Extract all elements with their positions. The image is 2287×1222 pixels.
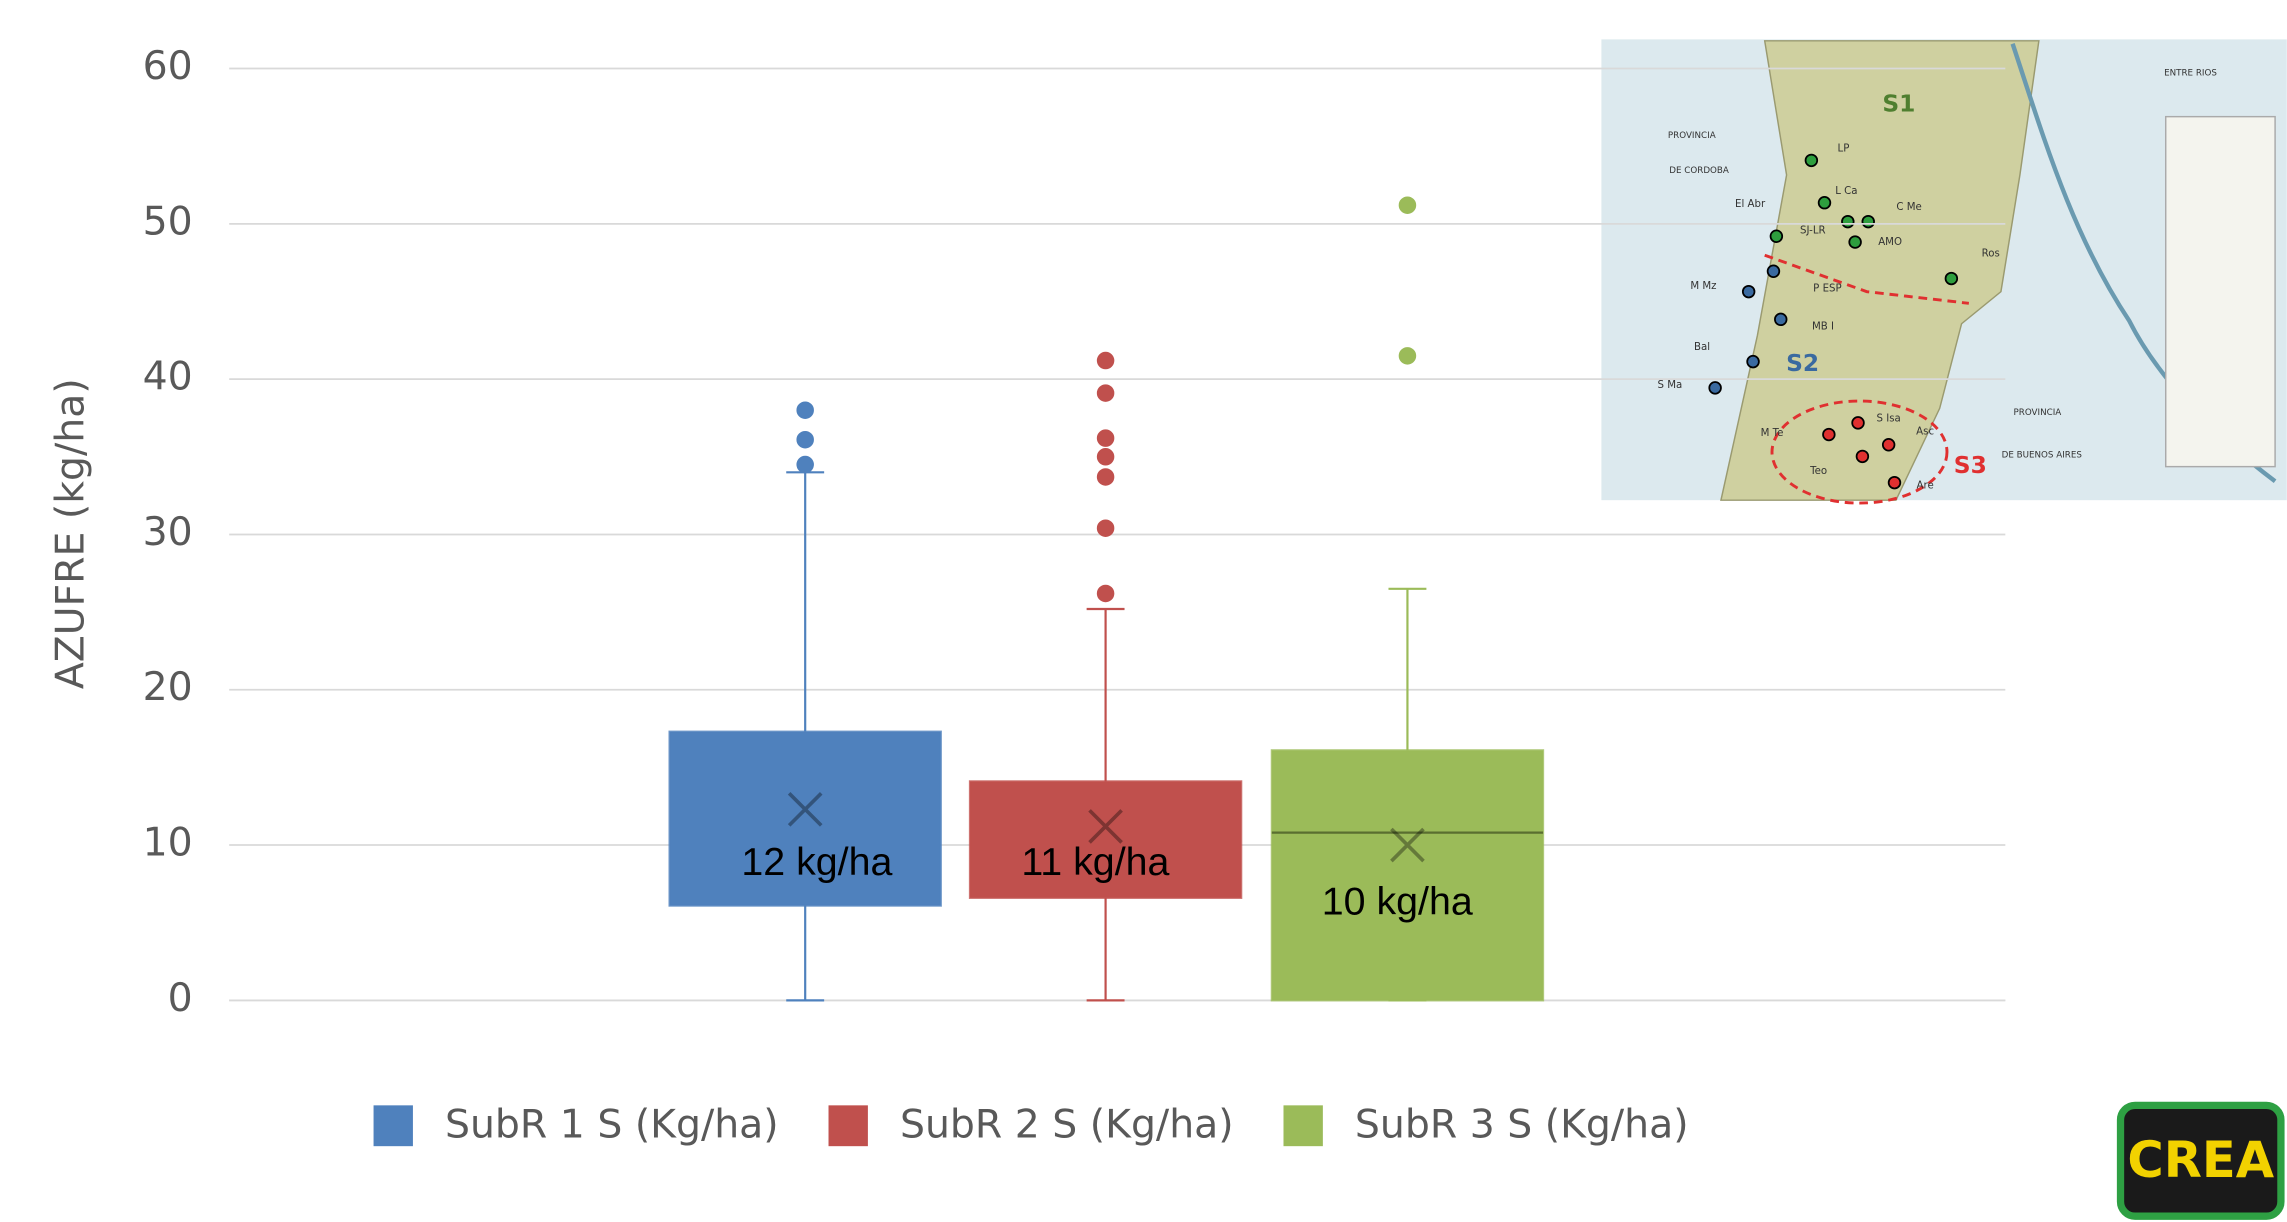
logo-text: CREA [2127,1131,2274,1189]
logo: CREA [2121,1105,2281,1216]
map-site [1806,155,1818,167]
map-label: Ros [1982,249,2000,260]
map-inset [2166,117,2275,467]
mean-label: 10 kg/ha [1322,880,1473,924]
legend-label: SubR 3 S (Kg/ha) [1355,1102,1689,1148]
map-label: Asc [1916,427,1934,438]
map-label: DE BUENOS AIRES [2002,450,2083,460]
y-tick-label: 30 [143,509,193,555]
outlier [1098,585,1114,601]
y-tick-label: 10 [143,820,193,866]
map-label: M Mz [1690,281,1716,292]
map-label: S2 [1786,349,1819,377]
outlier [797,402,813,418]
map-label: P ESP [1813,284,1841,295]
outlier [1098,469,1114,485]
map-site [1889,477,1901,489]
map-site [1842,216,1854,228]
y-tick-label: 40 [143,354,193,400]
map-site [1862,216,1874,228]
outlier [1098,352,1114,368]
map-site [1768,265,1780,277]
map-site [1819,197,1831,209]
chart: AZUFRE (kg/ha) ENTRE RIOS PROVINCIA DE C… [0,0,2287,1222]
map-label: S1 [1882,89,1915,117]
map-site [1747,356,1759,368]
map-label: LP [1838,144,1850,155]
outlier [1098,449,1114,465]
page: AZUFRE (kg/ha) ENTRE RIOS PROVINCIA DE C… [0,0,2287,1222]
map-label: S Isa [1877,414,1901,425]
map-label: El Abr [1735,199,1766,210]
outlier [797,457,813,473]
outlier [1399,197,1415,213]
outlier [1399,348,1415,364]
map-label: Bal [1694,342,1710,353]
map-label: DE CORDOBA [1669,166,1729,176]
legend-label: SubR 1 S (Kg/ha) [445,1102,779,1148]
y-tick-label: 0 [168,975,193,1021]
map-site [1857,451,1869,463]
legend-swatch [829,1105,868,1146]
map-site [1946,273,1958,285]
outlier [797,432,813,448]
map-label: Are [1917,481,1934,492]
map: ENTRE RIOS PROVINCIA DE CORDOBA S1 S2 S3… [1601,39,2286,503]
map-site [1823,429,1835,441]
map-label: MB I [1812,322,1834,333]
map-site [1883,439,1895,451]
map-label: PROVINCIA [2013,408,2061,418]
y-tick-label: 20 [143,664,193,710]
map-site [1709,382,1721,394]
mean-label: 11 kg/ha [1021,840,1169,884]
map-site [1771,230,1783,242]
map-label: Teo [1809,466,1827,477]
outlier [1098,520,1114,536]
map-label: L Ca [1835,186,1857,197]
map-site [1849,236,1861,248]
map-label: SJ-LR [1800,225,1826,236]
legend-swatch [1283,1105,1322,1146]
legend-swatch [374,1105,413,1146]
map-site [1743,286,1755,298]
outlier [1098,385,1114,401]
map-label: M Te [1761,428,1784,439]
map-site [1775,314,1787,326]
map-label: ENTRE RIOS [2164,68,2217,78]
mean-label: 12 kg/ha [741,840,892,884]
map-label: AMO [1878,237,1902,248]
box [1272,750,1543,1000]
y-tick-label: 60 [143,43,193,89]
map-site [1852,417,1864,429]
legend-label: SubR 2 S (Kg/ha) [900,1102,1234,1148]
outlier [1098,430,1114,446]
map-label: S Ma [1658,380,1683,391]
y-axis-title: AZUFRE (kg/ha) [48,378,94,689]
map-label: PROVINCIA [1668,131,1716,141]
map-label: S3 [1954,451,1987,479]
y-tick-label: 50 [143,198,193,244]
map-label: C Me [1896,202,1921,213]
